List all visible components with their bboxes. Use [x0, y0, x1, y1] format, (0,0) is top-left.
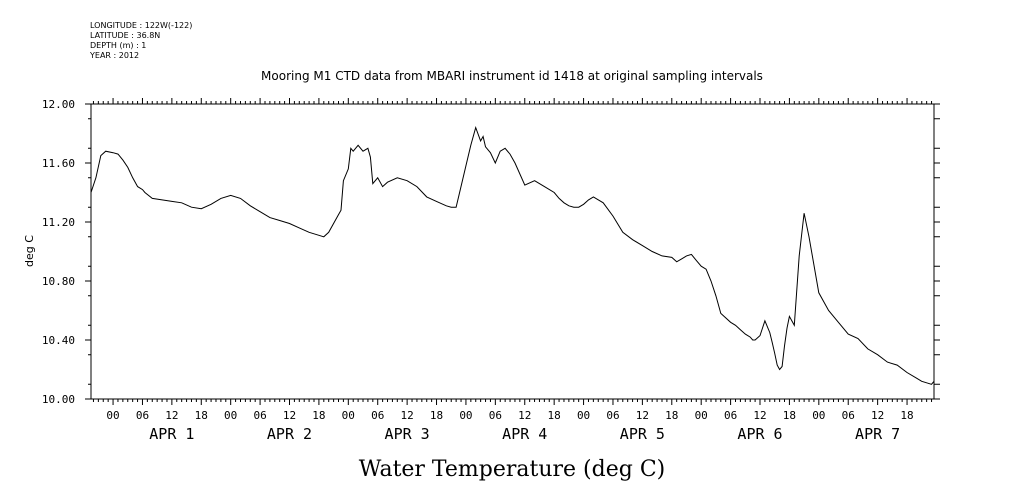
plot-frame [90, 103, 935, 400]
x-day-label: APR 5 [620, 425, 665, 443]
chart-title: Mooring M1 CTD data from MBARI instrumen… [261, 69, 763, 83]
x-tick-label: 00 [812, 409, 825, 422]
x-tick-label: 18 [900, 409, 913, 422]
x-tick-label: 18 [195, 409, 208, 422]
longitude-text: LONGITUDE : 122W(-122) [90, 21, 193, 30]
x-axis-title: Water Temperature (deg C) [359, 457, 666, 482]
y-tick-label: 12.00 [42, 98, 75, 111]
x-day-label: APR 6 [737, 425, 782, 443]
x-axis-ticks: 00 06 12 18 00 06 12 18 00 06 12 18 00 06 12 18 00 06 12 18… [92, 98, 933, 443]
x-tick-label: 18 [548, 409, 561, 422]
x-tick-label: 06 [724, 409, 737, 422]
x-tick-label: 12 [283, 409, 296, 422]
x-tick-label: 12 [753, 409, 766, 422]
x-tick-label: 12 [165, 409, 178, 422]
metadata-block: LONGITUDE : 122W(-122) LATITUDE : 36.8N … [90, 21, 192, 61]
plot-border [90, 103, 935, 400]
x-tick-label: 06 [136, 409, 149, 422]
x-tick-label: 06 [842, 409, 855, 422]
x-tick-label: 18 [783, 409, 796, 422]
x-day-label: APR 3 [385, 425, 430, 443]
x-tick-label: 12 [636, 409, 649, 422]
x-tick-label: 12 [518, 409, 531, 422]
x-day-label: APR 4 [502, 425, 547, 443]
year-text: YEAR : 2012 [90, 51, 140, 60]
x-tick-label: 18 [430, 409, 443, 422]
x-tick-label: 12 [401, 409, 414, 422]
y-axis-title: deg C [23, 235, 36, 267]
x-tick-label: 00 [342, 409, 355, 422]
x-tick-label: 18 [665, 409, 678, 422]
temperature-series-line [90, 125, 935, 385]
x-day-label: APR 1 [149, 425, 194, 443]
x-tick-label: 06 [606, 409, 619, 422]
x-tick-label: 00 [695, 409, 708, 422]
x-tick-label: 18 [312, 409, 325, 422]
x-tick-label: 12 [871, 409, 884, 422]
x-tick-label: 06 [489, 409, 502, 422]
y-tick-label: 10.80 [42, 275, 75, 288]
series-layer [90, 125, 935, 385]
x-tick-label: 00 [224, 409, 237, 422]
x-day-label: APR 7 [855, 425, 900, 443]
depth-text: DEPTH (m) : 1 [90, 41, 147, 50]
y-tick-label: 10.00 [42, 393, 75, 406]
x-tick-label: 00 [459, 409, 472, 422]
y-axis-ticks: 10.00 10.40 10.80 11.20 11.60 12.00 [42, 98, 940, 406]
y-tick-label: 11.20 [42, 216, 75, 229]
x-tick-label: 06 [371, 409, 384, 422]
y-tick-label: 10.40 [42, 334, 75, 347]
x-day-label: APR 2 [267, 425, 312, 443]
y-tick-label: 11.60 [42, 157, 75, 170]
latitude-text: LATITUDE : 36.8N [90, 31, 161, 40]
x-tick-label: 06 [253, 409, 266, 422]
x-tick-label: 00 [577, 409, 590, 422]
x-tick-label: 00 [106, 409, 119, 422]
